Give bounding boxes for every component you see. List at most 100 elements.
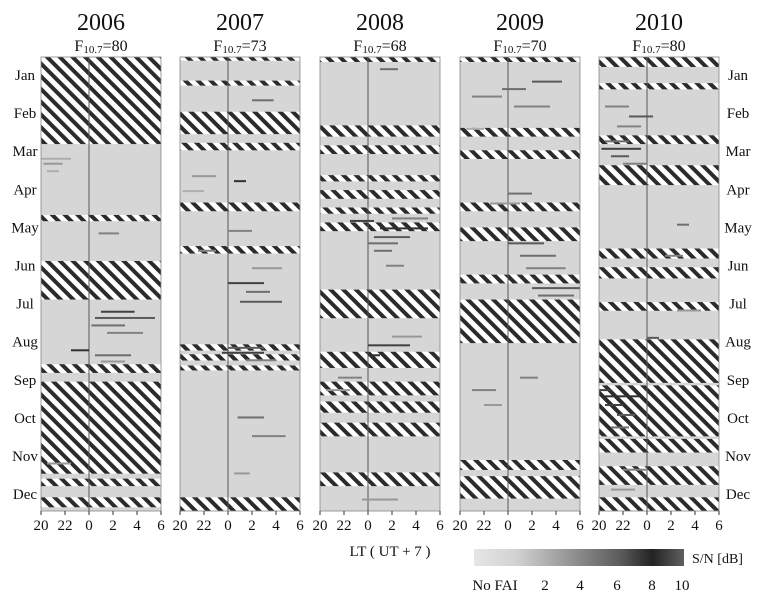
fai-event — [95, 354, 131, 357]
fai-event — [472, 95, 502, 98]
fai-event — [538, 294, 574, 297]
no-data-band — [180, 111, 300, 135]
x-axis-label: LT ( UT + 7 ) — [349, 544, 430, 560]
panel-frame — [459, 56, 581, 512]
no-data-band — [41, 214, 161, 222]
no-data-band — [320, 207, 440, 214]
fai-event — [228, 229, 252, 232]
no-data-band — [320, 222, 440, 232]
month-label-oct: Oct — [727, 411, 749, 427]
x-tick-label: 6 — [576, 518, 584, 534]
colorbar-tick-label: 8 — [648, 578, 656, 594]
fai-event — [234, 472, 250, 475]
fai-event — [386, 264, 404, 267]
fai-event — [234, 180, 246, 183]
fai-event — [107, 331, 143, 334]
colorbar-tick-label: 2 — [541, 578, 549, 594]
fai-event — [605, 404, 623, 407]
no-data-band — [180, 57, 300, 61]
x-tick-label: 22 — [58, 518, 73, 534]
colorbar-label: S/N [dB] — [692, 552, 743, 567]
month-label-nov: Nov — [12, 449, 38, 465]
panel-f107-label: F10.7=70 — [493, 38, 546, 56]
no-data-band — [599, 83, 719, 90]
panel-year-title: 2008 — [356, 10, 404, 36]
no-data-band — [599, 57, 719, 67]
fai-event — [532, 80, 562, 83]
no-data-band — [599, 466, 719, 485]
no-data-band — [599, 497, 719, 511]
x-tick-label: 4 — [552, 518, 560, 534]
fai-event — [601, 147, 641, 150]
no-data-band — [41, 57, 161, 145]
fai-event — [392, 217, 428, 220]
panel-f107-label: F10.7=68 — [353, 38, 406, 56]
x-tick-label: 22 — [616, 518, 631, 534]
month-label-aug: Aug — [12, 335, 38, 351]
fai-event — [605, 395, 641, 398]
month-label-feb: Feb — [14, 106, 37, 122]
fai-event — [368, 354, 380, 357]
no-data-band — [460, 202, 580, 212]
no-data-band — [180, 80, 300, 86]
year-panel-2007: 2007 F10.7=73 20 22 0 2 4 6 — [173, 10, 305, 534]
x-tick-label: 4 — [133, 518, 141, 534]
fai-event — [532, 287, 580, 290]
fai-event — [508, 192, 532, 195]
no-data-band — [41, 497, 161, 508]
panel-background — [460, 57, 580, 511]
month-label-sep: Sep — [727, 373, 750, 389]
no-data-band — [41, 381, 161, 474]
x-tick-label: 0 — [504, 518, 512, 534]
month-label-may: May — [724, 220, 752, 236]
x-tick-label: 4 — [691, 518, 699, 534]
fai-event — [380, 227, 428, 230]
fai-event — [101, 360, 125, 363]
month-label-jun: Jun — [728, 259, 749, 275]
no-data-band — [599, 135, 719, 145]
fai-event — [623, 468, 647, 471]
x-tick-label: 2 — [248, 518, 256, 534]
month-label-apr: Apr — [726, 182, 749, 198]
fai-event — [508, 242, 544, 245]
month-label-jun: Jun — [15, 259, 36, 275]
no-data-band — [599, 267, 719, 279]
fai-event — [182, 190, 204, 193]
no-data-band — [180, 365, 300, 371]
x-tick-label: 2 — [109, 518, 117, 534]
fai-event — [665, 254, 683, 257]
no-data-band — [599, 339, 719, 383]
no-data-band — [41, 364, 161, 373]
x-tick-label: 6 — [715, 518, 723, 534]
no-data-band — [460, 299, 580, 344]
fai-event — [520, 376, 538, 379]
panel-frame — [179, 56, 301, 512]
no-data-band — [320, 145, 440, 155]
panel-frame — [319, 56, 441, 512]
colorbar-tick-label: 4 — [576, 578, 584, 594]
fai-event — [326, 389, 350, 392]
fai-event — [677, 223, 689, 226]
fai-event — [91, 324, 125, 327]
x-tick-label: 20 — [453, 518, 468, 534]
fai-event — [252, 267, 282, 270]
fai-event — [611, 488, 635, 491]
panel-year-title: 2006 — [77, 10, 125, 36]
panel-frame — [598, 56, 720, 512]
month-label-mar: Mar — [13, 144, 38, 160]
fai-event — [47, 462, 71, 465]
no-data-band — [599, 302, 719, 311]
fai-event — [47, 170, 59, 173]
no-data-band — [320, 175, 440, 182]
fai-event — [198, 249, 216, 252]
fai-event — [617, 125, 641, 128]
x-tick-label: 2 — [528, 518, 536, 534]
month-label-dec: Dec — [726, 487, 750, 503]
colorbar-gradient — [474, 549, 684, 566]
month-label-apr: Apr — [13, 182, 36, 198]
colorbar-tick-label: 6 — [613, 578, 621, 594]
fai-event — [623, 162, 647, 165]
x-tick-label: 4 — [272, 518, 280, 534]
x-tick-label: 22 — [477, 518, 492, 534]
fai-event — [71, 349, 89, 352]
